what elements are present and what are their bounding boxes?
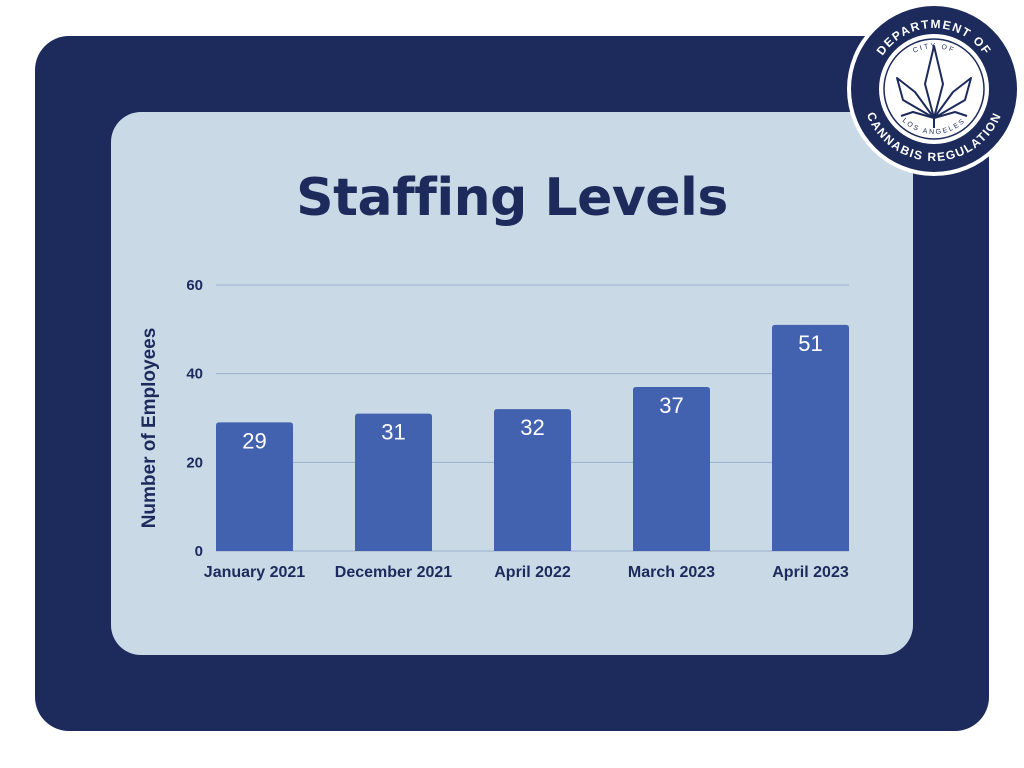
data-labels: 29 31 32 37 51 [242, 331, 822, 454]
x-axis-ticks: January 2021 December 2021 April 2022 March… [204, 564, 849, 581]
y-tick-label: 0 [195, 543, 203, 560]
bar-data-label: 29 [242, 428, 266, 453]
bar [772, 324, 849, 551]
x-tick-label: December 2021 [335, 564, 453, 581]
chart-title: Staffing Levels [296, 168, 728, 228]
seal-inner-ring [883, 38, 985, 140]
bar-data-label: 37 [659, 393, 683, 418]
y-tick-label: 60 [186, 277, 203, 294]
bar [633, 386, 710, 551]
y-tick-label: 20 [186, 454, 203, 471]
bar-data-label: 32 [520, 415, 544, 440]
cannabis-leaf-icon [896, 45, 972, 128]
bar [494, 409, 571, 551]
y-tick-label: 40 [186, 366, 203, 383]
bar-data-label: 51 [798, 331, 822, 356]
bars [216, 324, 849, 551]
bar-data-label: 31 [381, 420, 405, 445]
seal-center [879, 34, 989, 144]
x-tick-label: April 2023 [772, 564, 849, 581]
x-tick-label: January 2021 [204, 564, 306, 581]
x-tick-label: March 2023 [628, 564, 715, 581]
bar [216, 422, 293, 551]
x-tick-label: April 2022 [494, 564, 571, 581]
y-axis-title: Number of Employees [139, 328, 160, 529]
y-axis-ticks: 0 20 40 60 [186, 277, 203, 560]
department-seal-logo: DEPARTMENT OF CANNABIS REGULATION CITY O… [847, 2, 1021, 176]
bar [355, 413, 432, 551]
